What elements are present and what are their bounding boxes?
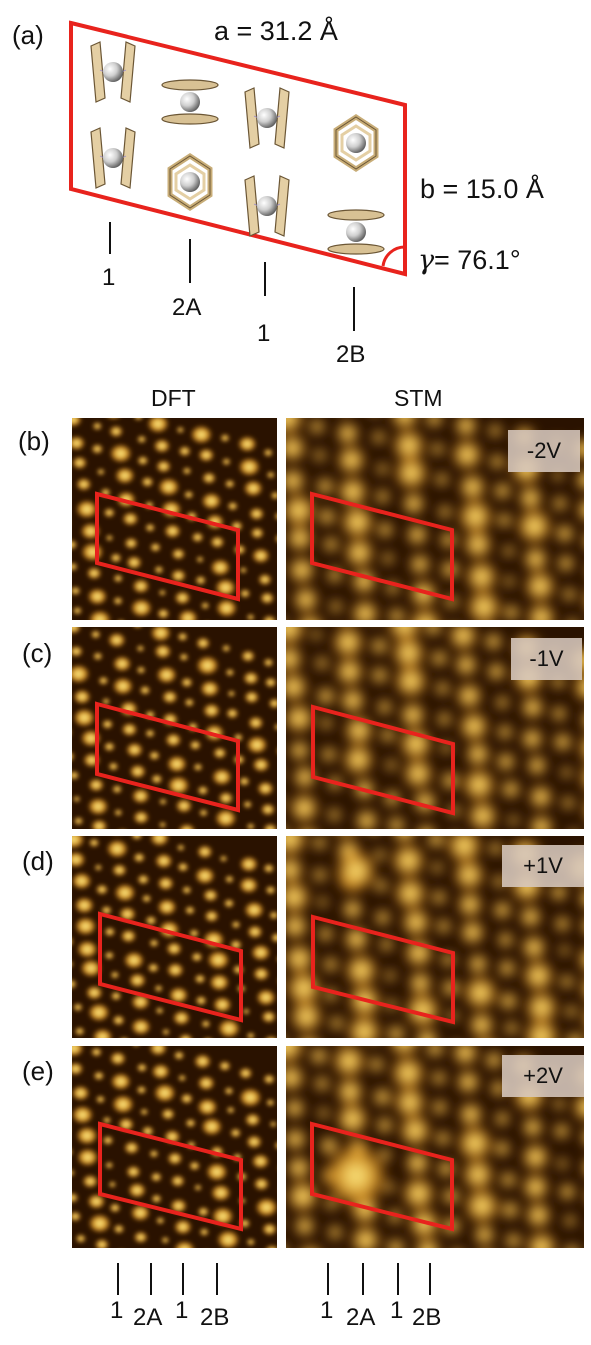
unit-cell-outline <box>310 1121 454 1232</box>
gamma-angle-arc <box>381 245 406 267</box>
molecule-2B <box>336 117 376 169</box>
bottom-tick-dft-2B <box>216 1263 218 1295</box>
dft-column-header: DFT <box>151 385 196 411</box>
molecule-2B <box>327 209 385 255</box>
bottom-tick-stm-1b <box>397 1263 399 1295</box>
dft-image-panel-d <box>72 836 277 1038</box>
bottom-label-stm-2A: 2A <box>346 1304 376 1331</box>
dft-image-panel-e <box>72 1046 277 1248</box>
bias-label-d: +1V <box>502 845 584 887</box>
panel-b-letter: (b) <box>18 426 50 456</box>
bottom-label-stm-1: 1 <box>320 1297 334 1324</box>
bottom-label-stm-2B: 2B <box>412 1304 442 1331</box>
gamma-symbol: γ <box>418 245 435 276</box>
lattice-b-label: b = 15.0 Å <box>420 174 544 204</box>
unit-cell-outline <box>98 911 243 1023</box>
stm-image-panel-b <box>286 418 584 620</box>
bottom-label-dft-2A: 2A <box>133 1304 163 1331</box>
bottom-label-stm-1b: 1 <box>390 1297 404 1324</box>
unit-cell-outline <box>95 701 240 813</box>
panel-d-letter: (d) <box>22 846 54 876</box>
bias-label-b: -2V <box>508 430 580 472</box>
unit-cell-outline <box>311 914 455 1025</box>
row-label-1: 1 <box>102 264 116 291</box>
row-label-2B: 2B <box>336 341 366 368</box>
bias-label-e: +2V <box>502 1055 584 1097</box>
molecule-2A <box>161 79 219 125</box>
molecule-1 <box>90 41 136 103</box>
panel-a-letter: (a) <box>12 20 44 50</box>
dft-image-panel-c <box>72 627 277 829</box>
molecule-1 <box>90 127 136 189</box>
stm-column-header: STM <box>394 385 443 411</box>
unit-cell-schematic <box>69 20 407 331</box>
row-label-2A: 2A <box>172 294 202 321</box>
bottom-tick-stm-2A <box>362 1263 364 1295</box>
gamma-value-label: = 76.1° <box>434 245 521 275</box>
unit-cell-outline <box>69 20 407 277</box>
molecule-1 <box>244 87 290 149</box>
molecule-2A <box>170 156 210 208</box>
bottom-tick-dft-2A <box>150 1263 152 1295</box>
row-label-1: 1 <box>257 320 271 347</box>
stm-image-panel-e <box>286 1046 584 1248</box>
panel-c-letter: (c) <box>22 638 53 668</box>
bottom-label-dft-1: 1 <box>110 1297 124 1324</box>
bottom-tick-stm-2B <box>429 1263 431 1295</box>
lattice-a-label: a = 31.2 Å <box>214 16 338 46</box>
dft-image-panel-b <box>72 418 277 620</box>
bottom-label-dft-1b: 1 <box>175 1297 189 1324</box>
panel-e-letter: (e) <box>22 1056 54 1086</box>
unit-cell-outline <box>98 1121 243 1232</box>
bottom-tick-dft-1b <box>182 1263 184 1295</box>
unit-cell-outline <box>311 704 455 816</box>
unit-cell-outline <box>95 491 240 602</box>
molecule-1 <box>244 175 290 237</box>
bottom-label-dft-2B: 2B <box>200 1304 230 1331</box>
unit-cell-outline <box>310 491 454 602</box>
bottom-tick-dft-1 <box>117 1263 119 1295</box>
bias-label-c: -1V <box>511 638 582 680</box>
bottom-tick-stm-1 <box>327 1263 329 1295</box>
